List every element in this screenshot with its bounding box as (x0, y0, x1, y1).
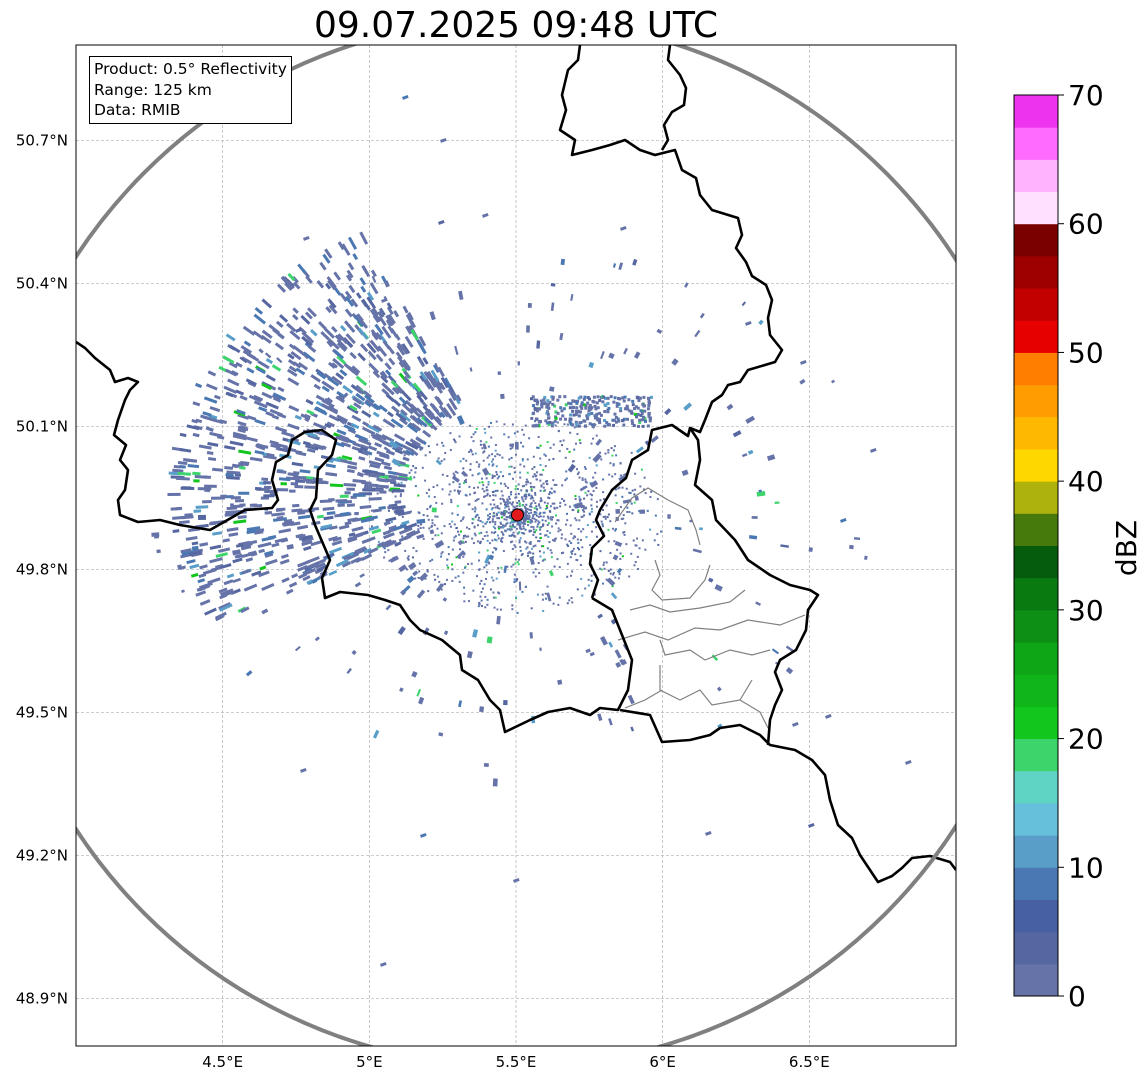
colorbar-tick-label: 40 (1068, 465, 1104, 498)
colorbar-cell (1014, 545, 1058, 579)
colorbar-title: dBZ (1110, 520, 1143, 576)
colorbar-cell (1014, 867, 1058, 900)
colorbar-cell (1014, 384, 1058, 418)
lat-tick-label: 49.2°N (16, 846, 68, 864)
colorbar-cell (1014, 770, 1058, 804)
colorbar-cell (1014, 706, 1058, 740)
colorbar-cell (1014, 577, 1058, 611)
colorbar-cell (1014, 513, 1058, 546)
lat-tick-label: 49.8°N (16, 560, 68, 578)
colorbar-cell (1014, 127, 1058, 160)
colorbar-cell (1014, 931, 1058, 965)
colorbar-tick-label: 0 (1068, 980, 1086, 1013)
colorbar-cell (1014, 416, 1058, 450)
national-borders (76, 45, 956, 884)
lon-tick-label: 6°E (649, 1053, 676, 1071)
colorbar-cell (1014, 642, 1058, 675)
gridlines (76, 45, 956, 1046)
colorbar-tick-label: 10 (1068, 851, 1104, 884)
colorbar-cell (1014, 609, 1058, 643)
colorbar-tick-label: 60 (1068, 208, 1104, 241)
colorbar-cell (1014, 835, 1058, 868)
radar-echoes (151, 94, 912, 967)
colorbar-cell (1014, 95, 1058, 128)
latitude-tick-labels: 50.7°N 50.4°N 50.1°N 49.8°N 49.5°N 49.2°N 48.9… (16, 131, 68, 1007)
colorbar-cell (1014, 191, 1058, 225)
map-title: 09.07.2025 09:48 UTC (313, 5, 719, 46)
colorbar-cell (1014, 481, 1058, 514)
colorbar-tick-label: 70 (1068, 79, 1104, 112)
colorbar-cell (1014, 223, 1058, 257)
radar-site-marker (510, 508, 524, 522)
colorbar-frame (1013, 94, 1059, 997)
colorbar-tick-label: 20 (1068, 723, 1104, 756)
lon-tick-label: 5°E (356, 1053, 383, 1071)
colorbar-cell (1014, 802, 1058, 836)
lat-tick-label: 50.1°N (16, 417, 68, 435)
lon-tick-label: 5.5°E (496, 1053, 537, 1071)
lat-tick-label: 50.4°N (16, 274, 68, 292)
colorbar-cell (1014, 738, 1058, 772)
lon-tick-label: 4.5°E (202, 1053, 243, 1071)
lat-tick-label: 48.9°N (16, 989, 68, 1007)
colorbar-cell (1014, 899, 1058, 933)
colorbar-cell (1014, 159, 1058, 193)
colorbar-cell (1014, 674, 1058, 707)
lat-tick-label: 49.5°N (16, 703, 68, 721)
range-label: Range: 125 km (94, 80, 212, 99)
colorbar-tick-labels: 0 10 20 30 40 50 60 70 (1058, 79, 1104, 1013)
colorbar-cells (1014, 95, 1058, 997)
longitude-tick-labels: 4.5°E 5°E 5.5°E 6°E 6.5°E (202, 1053, 830, 1071)
colorbar-cell (1014, 320, 1058, 353)
colorbar-cell (1014, 288, 1058, 321)
data-source-label: Data: RMIB (94, 101, 181, 119)
borders (76, 45, 956, 884)
colorbar-tick-label: 50 (1068, 336, 1104, 369)
lat-tick-label: 50.7°N (16, 131, 68, 149)
colorbar-cell (1014, 352, 1058, 386)
product-info-box: Product: 0.5° Reflectivity Range: 125 km… (89, 56, 292, 124)
colorbar-cell (1014, 255, 1058, 289)
colorbar-cell (1014, 963, 1058, 997)
colorbar-tick-label: 30 (1068, 594, 1104, 627)
map-frame (75, 44, 957, 1047)
lon-tick-label: 6.5°E (789, 1053, 830, 1071)
colorbar: 0 10 20 30 40 50 60 70 dBZ (1013, 79, 1143, 1013)
colorbar-cell (1014, 448, 1058, 482)
admin-boundaries (614, 487, 806, 729)
product-label: Product: 0.5° Reflectivity (94, 60, 287, 78)
